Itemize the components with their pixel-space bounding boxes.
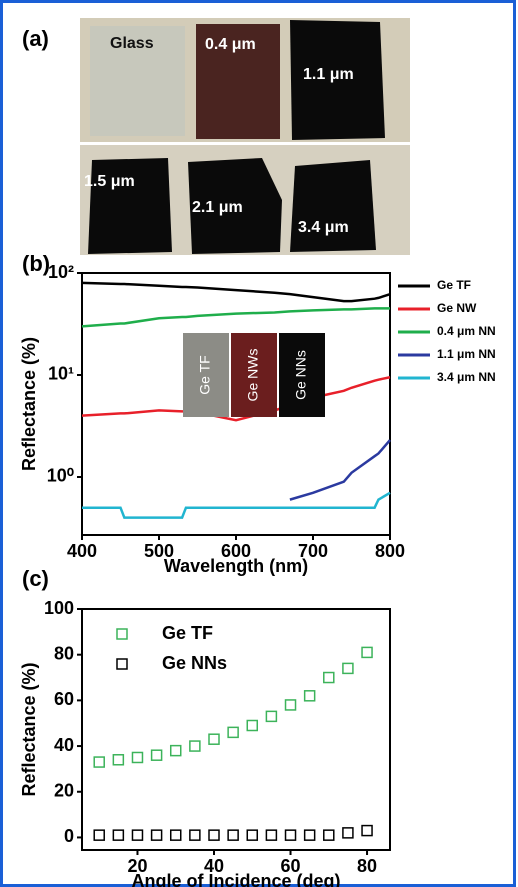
point: [265, 710, 278, 723]
series-line: [82, 491, 391, 519]
photo-label: 2.1 μm: [192, 199, 243, 216]
chart: 400 500 600 700 800 10² 10¹ 10⁰ Wavelength (nm) R…: [19, 262, 496, 576]
y-tick-label: 40: [54, 735, 74, 755]
sample: [290, 20, 385, 140]
legend-swatch: [116, 658, 128, 670]
y-tick-label: 10²: [48, 262, 74, 282]
point: [93, 829, 105, 841]
legend-label: Ge TF: [437, 278, 471, 292]
point: [246, 829, 259, 841]
point: [265, 829, 278, 841]
sample: [196, 24, 280, 139]
point: [112, 829, 125, 841]
inset-label: Ge NNs: [293, 350, 309, 400]
legend-swatch: [116, 628, 128, 640]
inset-sample: [279, 333, 325, 417]
panel-label: (b): [22, 251, 50, 276]
point: [342, 662, 354, 675]
x-tick-label: 60: [281, 856, 301, 876]
point: [303, 690, 316, 702]
inset-sample: [183, 333, 229, 417]
point: [284, 699, 297, 711]
y-tick-label: 60: [54, 689, 74, 709]
point: [323, 829, 335, 841]
point: [284, 829, 297, 841]
point: [246, 719, 259, 732]
y-tick-label: 20: [54, 780, 74, 800]
series-line: [81, 307, 390, 328]
legend-label: Ge NW: [437, 301, 477, 315]
legend-label: Ge TF: [162, 623, 213, 643]
point: [361, 824, 373, 837]
point: [189, 829, 201, 841]
legend-label: Ge NNs: [162, 653, 227, 673]
photo: [80, 18, 410, 255]
x-tick-label: 20: [127, 856, 147, 876]
y-tick-label: 10¹: [48, 364, 74, 384]
legend-label: 1.1 μm NN: [437, 347, 496, 361]
point: [227, 726, 239, 739]
panel-label: (a): [22, 26, 49, 51]
point: [112, 754, 125, 766]
x-tick-label: 800: [375, 541, 405, 561]
x-tick-label: 700: [298, 541, 328, 561]
x-tick-label: 40: [204, 856, 224, 876]
x-tick-label: 600: [221, 541, 251, 561]
y-tick-label: 80: [54, 643, 74, 663]
x-tick-label: 400: [67, 541, 97, 561]
point: [208, 733, 220, 745]
point: [93, 756, 105, 768]
sample: [290, 160, 376, 252]
x-axis-title: Angle of Incidence (deg): [131, 871, 340, 887]
point: [361, 646, 373, 659]
sample: [88, 158, 172, 254]
y-tick-label: 10⁰: [47, 466, 74, 486]
point: [342, 827, 354, 839]
y-axis-title: Reflectance (%): [19, 337, 39, 471]
sample: [188, 158, 282, 254]
legend-label: 3.4 μm NN: [437, 370, 496, 384]
y-tick-label: 100: [44, 598, 74, 618]
point: [227, 829, 239, 841]
point: [323, 671, 335, 684]
x-axis-title: Wavelength (nm): [164, 556, 308, 576]
point: [189, 740, 201, 752]
y-axis-title: Reflectance (%): [19, 662, 39, 796]
point: [131, 751, 144, 764]
point: [150, 829, 163, 841]
point: [169, 829, 182, 841]
photo-label: 1.5 μm: [84, 173, 135, 190]
y-tick-label: 0: [64, 826, 74, 846]
series-line: [289, 439, 391, 501]
photo-label: 0.4 μm: [205, 36, 256, 53]
point: [150, 749, 163, 761]
x-tick-label: 80: [357, 856, 377, 876]
legend-label: 0.4 μm NN: [437, 324, 496, 338]
point: [131, 829, 144, 841]
inset-sample: [231, 333, 277, 417]
inset-photo: Ge TF Ge NWs Ge NNs: [183, 333, 325, 417]
point: [303, 829, 316, 841]
plot-frame: [81, 608, 391, 851]
photo-label: 3.4 μm: [298, 219, 349, 236]
series-line: [81, 281, 391, 303]
point: [208, 829, 220, 841]
photo-label: Glass: [110, 35, 154, 52]
x-tick-label: 500: [144, 541, 174, 561]
glass-sample: [90, 26, 185, 136]
chart: 20 40 60 80 0 20 40 60 80 100 Angle of Incidence (…: [19, 598, 391, 887]
point: [169, 744, 182, 757]
inset-label: Ge TF: [197, 355, 213, 394]
inset-label: Ge NWs: [245, 349, 261, 402]
photo-label: 1.1 μm: [303, 66, 354, 83]
panel-label: (c): [22, 566, 49, 591]
